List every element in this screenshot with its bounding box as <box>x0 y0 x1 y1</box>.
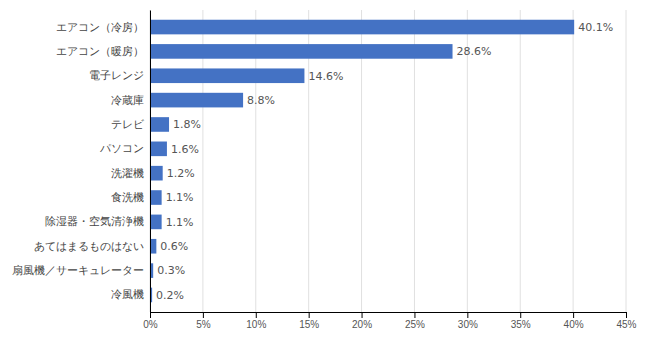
y-tick: 除湿器・空気清浄機 <box>45 215 144 227</box>
y-tick: あてはまるものはない <box>34 240 144 252</box>
y-tick-label: 電子レンジ <box>89 69 144 81</box>
bar <box>150 142 167 157</box>
bar <box>150 68 304 83</box>
x-tick: 30% <box>458 312 478 330</box>
x-tick: 0% <box>143 312 158 330</box>
grid-line <box>626 10 627 312</box>
x-tick: 40% <box>564 312 584 330</box>
grid-line <box>573 10 574 312</box>
y-tick-label: エアコン（冷房） <box>56 21 144 33</box>
data-label: 1.2% <box>167 167 195 180</box>
x-tick-mark <box>256 312 257 318</box>
bar <box>150 93 243 108</box>
x-tick-mark <box>573 312 574 318</box>
chart: 0% 5% 10% 15% 20% 25% 30% 35% 40% 45% 冷風機 扇風機／サーキュレ… <box>0 0 650 338</box>
grid-line <box>520 10 521 312</box>
y-axis: 冷風機 扇風機／サーキュレーター あてはまるものはない 除湿器・空気清浄機 食洗機 洗濯機… <box>12 11 151 313</box>
y-tick-label: 除湿器・空気清浄機 <box>45 215 144 227</box>
y-tick-label: エアコン（暖房） <box>56 45 144 57</box>
x-tick-mark <box>362 312 363 318</box>
bar <box>150 20 574 35</box>
x-tick-mark <box>203 312 204 318</box>
grid-line <box>150 10 151 312</box>
plot: 0% 5% 10% 15% 20% 25% 30% 35% 40% 45% 冷風機 扇風機／サーキュレ… <box>12 10 637 330</box>
x-tick-mark <box>626 312 627 318</box>
y-tick-label: 扇風機／サーキュレーター <box>12 264 144 276</box>
data-label: 28.6% <box>457 45 492 58</box>
data-label: 1.8% <box>173 118 201 131</box>
y-tick: エアコン（冷房） <box>56 21 144 33</box>
x-axis: 0% 5% 10% 15% 20% 25% 30% 35% 40% 45% <box>143 312 636 330</box>
data-label: 40.1% <box>578 21 613 34</box>
x-tick: 10% <box>246 312 266 330</box>
data-label: 8.8% <box>247 94 275 107</box>
y-tick: テレビ <box>111 118 145 130</box>
bar <box>150 166 163 181</box>
x-tick-mark <box>150 312 151 318</box>
x-tick-mark <box>414 312 415 318</box>
data-label: 1.6% <box>171 143 199 156</box>
data-label: 0.6% <box>160 240 188 253</box>
x-tick-label: 5% <box>196 319 211 330</box>
data-label: 0.3% <box>157 264 185 277</box>
x-tick: 5% <box>196 312 211 330</box>
x-tick: 20% <box>352 312 372 330</box>
y-tick-label: あてはまるものはない <box>34 240 144 252</box>
x-axis-line <box>151 313 627 319</box>
x-tick-label: 15% <box>299 319 319 330</box>
bar <box>150 215 162 230</box>
x-tick: 45% <box>616 312 636 330</box>
y-tick: 冷蔵庫 <box>111 94 144 106</box>
bars <box>150 20 574 303</box>
x-tick-label: 30% <box>458 319 478 330</box>
grid <box>150 10 626 312</box>
y-tick: エアコン（暖房） <box>56 45 144 57</box>
y-tick: 扇風機／サーキュレーター <box>12 264 144 276</box>
y-tick-label: 食洗機 <box>111 191 144 203</box>
bar <box>150 190 162 205</box>
y-axis-line <box>150 11 151 313</box>
data-labels: 0.2% 0.3% 0.6% 1.1% 1.1% 1.2% 1.6% 1.8% 8.8% 14.6… <box>156 21 613 302</box>
bar <box>150 44 453 59</box>
data-label: 14.6% <box>308 70 343 83</box>
x-tick-label: 20% <box>352 319 372 330</box>
x-tick-label: 10% <box>246 319 266 330</box>
x-tick-mark <box>467 312 468 318</box>
y-tick-label: 冷風機 <box>111 288 144 300</box>
x-tick: 15% <box>299 312 319 330</box>
y-tick: パソコン <box>99 142 144 154</box>
data-label: 1.1% <box>166 191 194 204</box>
y-tick: 電子レンジ <box>89 69 144 81</box>
y-tick: 洗濯機 <box>111 167 144 179</box>
data-label: 1.1% <box>166 216 194 229</box>
y-tick-label: パソコン <box>99 142 144 154</box>
x-tick-mark <box>520 312 521 318</box>
x-tick-label: 35% <box>511 319 531 330</box>
bar <box>150 117 169 132</box>
x-tick: 35% <box>511 312 531 330</box>
x-tick-label: 25% <box>405 319 425 330</box>
y-tick: 冷風機 <box>111 288 144 300</box>
x-tick-label: 0% <box>143 319 158 330</box>
y-tick: 食洗機 <box>111 191 144 203</box>
x-tick-label: 45% <box>616 319 636 330</box>
x-tick: 25% <box>405 312 425 330</box>
data-label: 0.2% <box>156 289 184 302</box>
x-tick-mark <box>309 312 310 318</box>
y-tick-label: 洗濯機 <box>111 167 144 179</box>
y-tick-label: 冷蔵庫 <box>111 94 144 106</box>
y-tick-label: テレビ <box>111 118 145 130</box>
x-tick-label: 40% <box>564 319 584 330</box>
